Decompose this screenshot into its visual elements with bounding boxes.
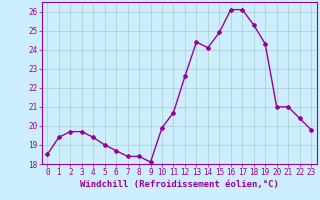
X-axis label: Windchill (Refroidissement éolien,°C): Windchill (Refroidissement éolien,°C) xyxy=(80,180,279,189)
